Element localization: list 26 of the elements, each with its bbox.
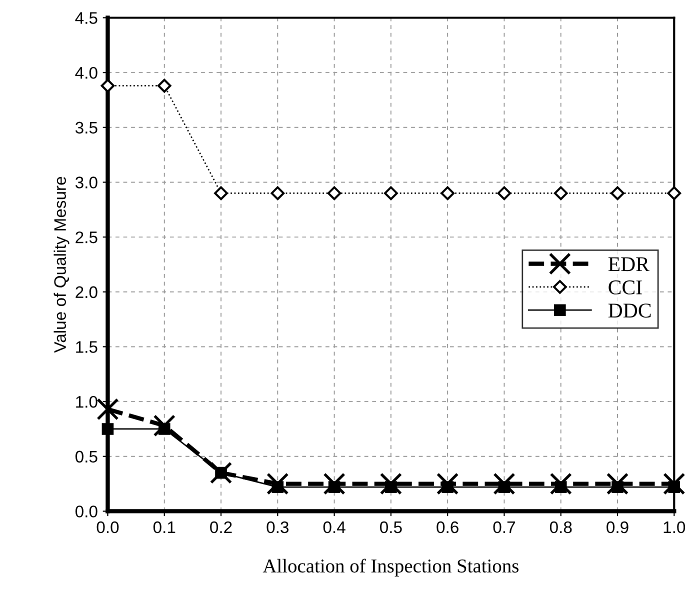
y-tick-label: 0.0 <box>75 506 98 518</box>
legend-label: EDR <box>608 257 650 272</box>
x-tick-label: 0.2 <box>210 521 232 534</box>
y-tick-label: 4.0 <box>75 66 98 79</box>
x-tick-label: 0.0 <box>96 521 119 534</box>
y-tick-label: 1.0 <box>76 396 98 408</box>
y-tick-label: 2.0 <box>76 286 98 298</box>
y-tick-label: 3.0 <box>75 176 98 188</box>
x-tick-label: 0.3 <box>266 521 289 534</box>
legend-label: CCI <box>608 280 642 294</box>
y-tick-label: 0.5 <box>75 450 98 463</box>
x-tick-label: 0.7 <box>493 521 515 534</box>
y-tick-label: 3.5 <box>75 122 98 134</box>
y-tick-label: 1.5 <box>76 341 98 353</box>
y-tick-label: 4.5 <box>75 12 98 24</box>
x-tick-label: 0.4 <box>323 521 346 534</box>
x-tick-label: 0.5 <box>380 521 402 534</box>
x-axis-title: Allocation of Inspection Stations <box>262 558 518 577</box>
legend-label: DDC <box>608 304 651 318</box>
y-tick-label: 2.5 <box>76 231 98 244</box>
y-axis-title: Value of Quality Mesure <box>54 176 70 353</box>
x-tick-label: 0.1 <box>153 521 176 534</box>
x-tick-label: 0.8 <box>550 521 572 534</box>
x-tick-label: 1.0 <box>664 521 686 534</box>
x-tick-label: 0.6 <box>436 521 458 534</box>
x-tick-label: 0.9 <box>606 521 628 534</box>
